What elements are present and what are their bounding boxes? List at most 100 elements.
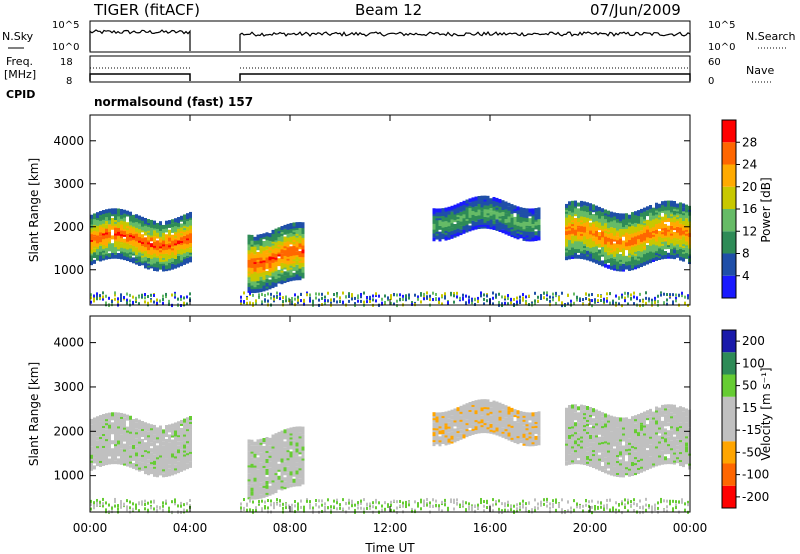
colorbar-segment xyxy=(722,164,736,187)
velocity-cell xyxy=(168,468,171,473)
velocity-cell xyxy=(468,402,472,407)
power-cell xyxy=(288,297,290,301)
power-cell xyxy=(265,232,269,237)
velocity-cell xyxy=(435,416,439,421)
power-cell xyxy=(625,238,628,243)
power-cell xyxy=(255,302,257,306)
power-cell xyxy=(568,249,571,254)
power-cell xyxy=(441,208,445,213)
power-cell xyxy=(342,291,344,295)
power-cell xyxy=(292,236,296,241)
power-cell xyxy=(640,220,643,225)
power-cell xyxy=(330,301,332,305)
colorbar-segment xyxy=(722,209,736,232)
power-cell xyxy=(189,248,192,253)
power-cell xyxy=(283,255,287,260)
power-cell xyxy=(303,302,305,306)
power-cell xyxy=(165,220,168,225)
velocity-cell xyxy=(186,463,189,468)
power-cell xyxy=(256,234,260,239)
power-cell xyxy=(468,300,470,304)
velocity-cell xyxy=(189,461,192,466)
power-cell xyxy=(268,246,272,251)
power-cell xyxy=(108,253,111,258)
power-cell xyxy=(162,240,165,245)
power-cell xyxy=(295,237,299,242)
power-cell xyxy=(672,293,674,297)
power-cell xyxy=(630,293,632,297)
power-cell xyxy=(676,240,679,245)
velocity-cell xyxy=(507,410,511,415)
power-cell xyxy=(268,279,272,284)
velocity-cell xyxy=(441,426,445,431)
power-cell xyxy=(507,297,509,301)
velocity-cell xyxy=(265,454,269,459)
nsky-trace xyxy=(89,29,691,51)
velocity-cell xyxy=(444,411,448,416)
power-cell xyxy=(483,293,485,297)
power-cell xyxy=(453,223,457,228)
velocity-cell xyxy=(525,412,529,417)
power-cell xyxy=(501,215,505,220)
power-cell xyxy=(273,297,275,301)
y-tick-label: 1000 xyxy=(53,263,84,277)
velocity-cell xyxy=(253,453,257,458)
power-cell xyxy=(654,301,656,305)
y-tick-label: 2000 xyxy=(53,220,84,234)
velocity-cell xyxy=(501,427,505,432)
power-cell xyxy=(625,255,628,260)
power-cell xyxy=(661,237,664,242)
power-cell xyxy=(667,200,670,205)
power-cell xyxy=(135,218,138,223)
power-cell xyxy=(291,296,293,300)
power-cell xyxy=(243,291,245,295)
power-cell xyxy=(568,239,571,244)
power-cell xyxy=(378,294,380,298)
power-cell xyxy=(283,224,287,229)
power-cell xyxy=(252,302,254,306)
power-cell xyxy=(363,291,365,295)
power-cell xyxy=(672,300,674,304)
power-cell xyxy=(450,205,454,210)
power-cell xyxy=(390,297,392,301)
power-cell xyxy=(580,206,583,211)
power-cell xyxy=(274,275,278,280)
velocity-cell xyxy=(168,442,171,447)
power-cell xyxy=(595,215,598,220)
velocity-cell xyxy=(168,424,171,429)
power-cell xyxy=(522,298,524,302)
velocity-cell xyxy=(132,444,135,449)
power-cell xyxy=(477,296,479,300)
velocity-cell xyxy=(138,457,141,462)
power-cell xyxy=(114,254,117,259)
power-cell xyxy=(138,295,140,299)
power-cell xyxy=(555,291,557,295)
power-cell xyxy=(501,205,505,210)
power-cell xyxy=(552,292,554,296)
freq-tick-top: 18 xyxy=(60,57,73,68)
power-cell xyxy=(486,195,490,200)
velocity-cell xyxy=(99,431,102,436)
power-cell xyxy=(619,213,622,218)
power-cell xyxy=(99,226,102,231)
power-cell xyxy=(264,293,266,297)
power-cell xyxy=(492,210,496,215)
power-cell xyxy=(568,230,571,235)
power-cell xyxy=(618,296,620,300)
power-cell xyxy=(646,244,649,249)
power-cell xyxy=(183,235,186,240)
power-cell xyxy=(102,291,104,295)
power-cell xyxy=(286,266,290,271)
power-cell xyxy=(586,250,589,255)
velocity-cell xyxy=(277,463,281,468)
power-cell xyxy=(501,223,505,228)
colorbar-segment xyxy=(722,120,736,143)
power-cell xyxy=(462,210,466,215)
power-cell xyxy=(141,234,144,239)
power-cell xyxy=(369,297,371,301)
velocity-cell xyxy=(438,412,442,417)
power-cell xyxy=(513,216,517,221)
velocity-cell xyxy=(534,439,538,444)
power-cell xyxy=(648,299,650,303)
